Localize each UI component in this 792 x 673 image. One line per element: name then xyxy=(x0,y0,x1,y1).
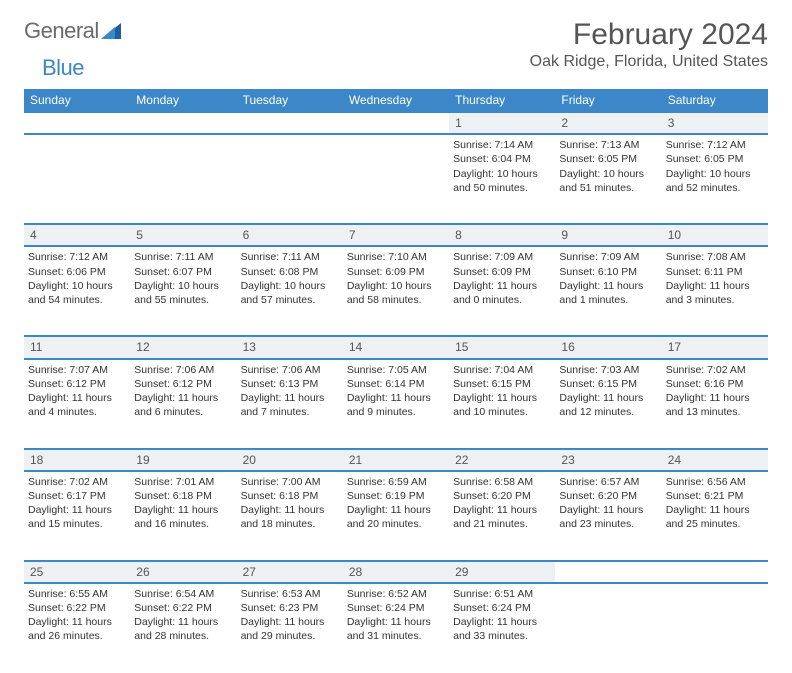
day-detail-cell: Sunrise: 7:01 AMSunset: 6:18 PMDaylight:… xyxy=(130,471,236,561)
day-detail-cell: Sunrise: 7:09 AMSunset: 6:10 PMDaylight:… xyxy=(555,246,661,336)
logo-triangle-icon xyxy=(101,23,121,39)
day-number-cell: 7 xyxy=(343,224,449,246)
day-number-cell: 4 xyxy=(24,224,130,246)
day-number-cell: 19 xyxy=(130,449,236,471)
detail-row: Sunrise: 6:55 AMSunset: 6:22 PMDaylight:… xyxy=(24,583,768,673)
day-number-cell: 9 xyxy=(555,224,661,246)
day-number-cell: 12 xyxy=(130,336,236,358)
day-number-cell: 25 xyxy=(24,561,130,583)
day-detail-cell: Sunrise: 7:05 AMSunset: 6:14 PMDaylight:… xyxy=(343,359,449,449)
weekday-header: Thursday xyxy=(449,89,555,112)
detail-row: Sunrise: 7:14 AMSunset: 6:04 PMDaylight:… xyxy=(24,134,768,224)
weekday-header: Friday xyxy=(555,89,661,112)
day-detail-cell xyxy=(237,134,343,224)
weekday-header: Sunday xyxy=(24,89,130,112)
logo-text-blue: Blue xyxy=(42,55,84,81)
month-title: February 2024 xyxy=(530,18,768,51)
daynum-row: 123 xyxy=(24,112,768,134)
daynum-row: 2526272829 xyxy=(24,561,768,583)
day-detail-cell: Sunrise: 7:12 AMSunset: 6:06 PMDaylight:… xyxy=(24,246,130,336)
day-number-cell: 6 xyxy=(237,224,343,246)
day-detail-cell: Sunrise: 7:06 AMSunset: 6:12 PMDaylight:… xyxy=(130,359,236,449)
day-number-cell: 5 xyxy=(130,224,236,246)
day-detail-cell: Sunrise: 6:57 AMSunset: 6:20 PMDaylight:… xyxy=(555,471,661,561)
day-detail-cell xyxy=(555,583,661,673)
day-detail-cell: Sunrise: 6:58 AMSunset: 6:20 PMDaylight:… xyxy=(449,471,555,561)
calendar-table: Sunday Monday Tuesday Wednesday Thursday… xyxy=(24,89,768,673)
day-number-cell: 29 xyxy=(449,561,555,583)
location: Oak Ridge, Florida, United States xyxy=(530,53,768,71)
day-number-cell: 8 xyxy=(449,224,555,246)
day-number-cell xyxy=(237,112,343,134)
day-number-cell: 22 xyxy=(449,449,555,471)
day-detail-cell: Sunrise: 7:08 AMSunset: 6:11 PMDaylight:… xyxy=(662,246,768,336)
day-number-cell xyxy=(343,112,449,134)
day-detail-cell: Sunrise: 6:55 AMSunset: 6:22 PMDaylight:… xyxy=(24,583,130,673)
day-detail-cell: Sunrise: 7:06 AMSunset: 6:13 PMDaylight:… xyxy=(237,359,343,449)
day-detail-cell: Sunrise: 7:11 AMSunset: 6:08 PMDaylight:… xyxy=(237,246,343,336)
calendar-body: 123 Sunrise: 7:14 AMSunset: 6:04 PMDayli… xyxy=(24,112,768,673)
day-detail-cell: Sunrise: 7:11 AMSunset: 6:07 PMDaylight:… xyxy=(130,246,236,336)
weekday-header-row: Sunday Monday Tuesday Wednesday Thursday… xyxy=(24,89,768,112)
day-number-cell: 26 xyxy=(130,561,236,583)
day-number-cell xyxy=(24,112,130,134)
day-number-cell xyxy=(130,112,236,134)
day-detail-cell: Sunrise: 6:59 AMSunset: 6:19 PMDaylight:… xyxy=(343,471,449,561)
day-number-cell: 11 xyxy=(24,336,130,358)
day-detail-cell xyxy=(24,134,130,224)
day-detail-cell: Sunrise: 7:03 AMSunset: 6:15 PMDaylight:… xyxy=(555,359,661,449)
daynum-row: 11121314151617 xyxy=(24,336,768,358)
day-number-cell: 27 xyxy=(237,561,343,583)
day-number-cell: 17 xyxy=(662,336,768,358)
day-detail-cell: Sunrise: 7:13 AMSunset: 6:05 PMDaylight:… xyxy=(555,134,661,224)
day-number-cell: 2 xyxy=(555,112,661,134)
day-detail-cell: Sunrise: 7:14 AMSunset: 6:04 PMDaylight:… xyxy=(449,134,555,224)
day-number-cell: 18 xyxy=(24,449,130,471)
detail-row: Sunrise: 7:07 AMSunset: 6:12 PMDaylight:… xyxy=(24,359,768,449)
title-block: February 2024 Oak Ridge, Florida, United… xyxy=(530,18,768,71)
day-detail-cell: Sunrise: 6:56 AMSunset: 6:21 PMDaylight:… xyxy=(662,471,768,561)
day-detail-cell xyxy=(343,134,449,224)
day-detail-cell: Sunrise: 7:07 AMSunset: 6:12 PMDaylight:… xyxy=(24,359,130,449)
day-detail-cell: Sunrise: 7:10 AMSunset: 6:09 PMDaylight:… xyxy=(343,246,449,336)
day-detail-cell: Sunrise: 7:09 AMSunset: 6:09 PMDaylight:… xyxy=(449,246,555,336)
day-detail-cell xyxy=(130,134,236,224)
day-number-cell: 1 xyxy=(449,112,555,134)
day-number-cell: 23 xyxy=(555,449,661,471)
day-detail-cell: Sunrise: 6:53 AMSunset: 6:23 PMDaylight:… xyxy=(237,583,343,673)
day-number-cell: 16 xyxy=(555,336,661,358)
day-number-cell: 10 xyxy=(662,224,768,246)
day-detail-cell: Sunrise: 6:52 AMSunset: 6:24 PMDaylight:… xyxy=(343,583,449,673)
day-detail-cell: Sunrise: 7:12 AMSunset: 6:05 PMDaylight:… xyxy=(662,134,768,224)
day-detail-cell xyxy=(662,583,768,673)
day-detail-cell: Sunrise: 7:02 AMSunset: 6:16 PMDaylight:… xyxy=(662,359,768,449)
calendar-container: Sunday Monday Tuesday Wednesday Thursday… xyxy=(24,89,768,673)
day-detail-cell: Sunrise: 7:00 AMSunset: 6:18 PMDaylight:… xyxy=(237,471,343,561)
weekday-header: Saturday xyxy=(662,89,768,112)
day-number-cell: 24 xyxy=(662,449,768,471)
weekday-header: Wednesday xyxy=(343,89,449,112)
weekday-header: Monday xyxy=(130,89,236,112)
day-number-cell: 13 xyxy=(237,336,343,358)
day-detail-cell: Sunrise: 7:02 AMSunset: 6:17 PMDaylight:… xyxy=(24,471,130,561)
daynum-row: 45678910 xyxy=(24,224,768,246)
weekday-header: Tuesday xyxy=(237,89,343,112)
day-number-cell: 20 xyxy=(237,449,343,471)
day-detail-cell: Sunrise: 6:51 AMSunset: 6:24 PMDaylight:… xyxy=(449,583,555,673)
detail-row: Sunrise: 7:12 AMSunset: 6:06 PMDaylight:… xyxy=(24,246,768,336)
day-number-cell: 28 xyxy=(343,561,449,583)
day-detail-cell: Sunrise: 7:04 AMSunset: 6:15 PMDaylight:… xyxy=(449,359,555,449)
logo: General xyxy=(24,18,121,44)
day-number-cell: 21 xyxy=(343,449,449,471)
day-number-cell: 15 xyxy=(449,336,555,358)
day-detail-cell: Sunrise: 6:54 AMSunset: 6:22 PMDaylight:… xyxy=(130,583,236,673)
logo-text-general: General xyxy=(24,18,99,44)
detail-row: Sunrise: 7:02 AMSunset: 6:17 PMDaylight:… xyxy=(24,471,768,561)
day-number-cell xyxy=(662,561,768,583)
day-number-cell: 3 xyxy=(662,112,768,134)
day-number-cell xyxy=(555,561,661,583)
day-number-cell: 14 xyxy=(343,336,449,358)
daynum-row: 18192021222324 xyxy=(24,449,768,471)
